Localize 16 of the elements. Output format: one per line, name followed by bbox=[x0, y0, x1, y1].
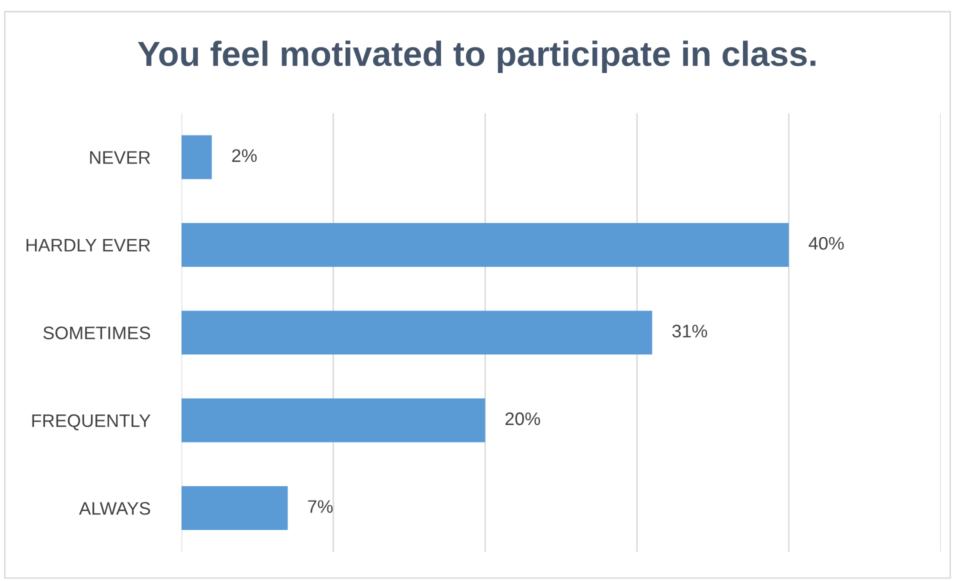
y-tick-label: HARDLY EVER bbox=[26, 239, 150, 252]
data-label: 31% bbox=[672, 324, 708, 338]
data-label: 20% bbox=[505, 412, 540, 426]
y-tick-label: SOMETIMES bbox=[43, 326, 150, 340]
data-label: 2% bbox=[232, 149, 257, 162]
bar bbox=[181, 310, 652, 355]
data-label: 40% bbox=[808, 236, 844, 250]
bar bbox=[181, 398, 486, 442]
chart-title: You feel motivated to participate in class. bbox=[138, 40, 816, 74]
bar bbox=[181, 486, 288, 530]
y-tick-label: FREQUENTLY bbox=[32, 414, 150, 430]
data-label: 7% bbox=[308, 500, 333, 513]
bar bbox=[181, 222, 789, 267]
y-tick-label: ALWAYS bbox=[79, 502, 150, 515]
y-tick-label: NEVER bbox=[90, 151, 150, 164]
bar bbox=[181, 135, 212, 180]
